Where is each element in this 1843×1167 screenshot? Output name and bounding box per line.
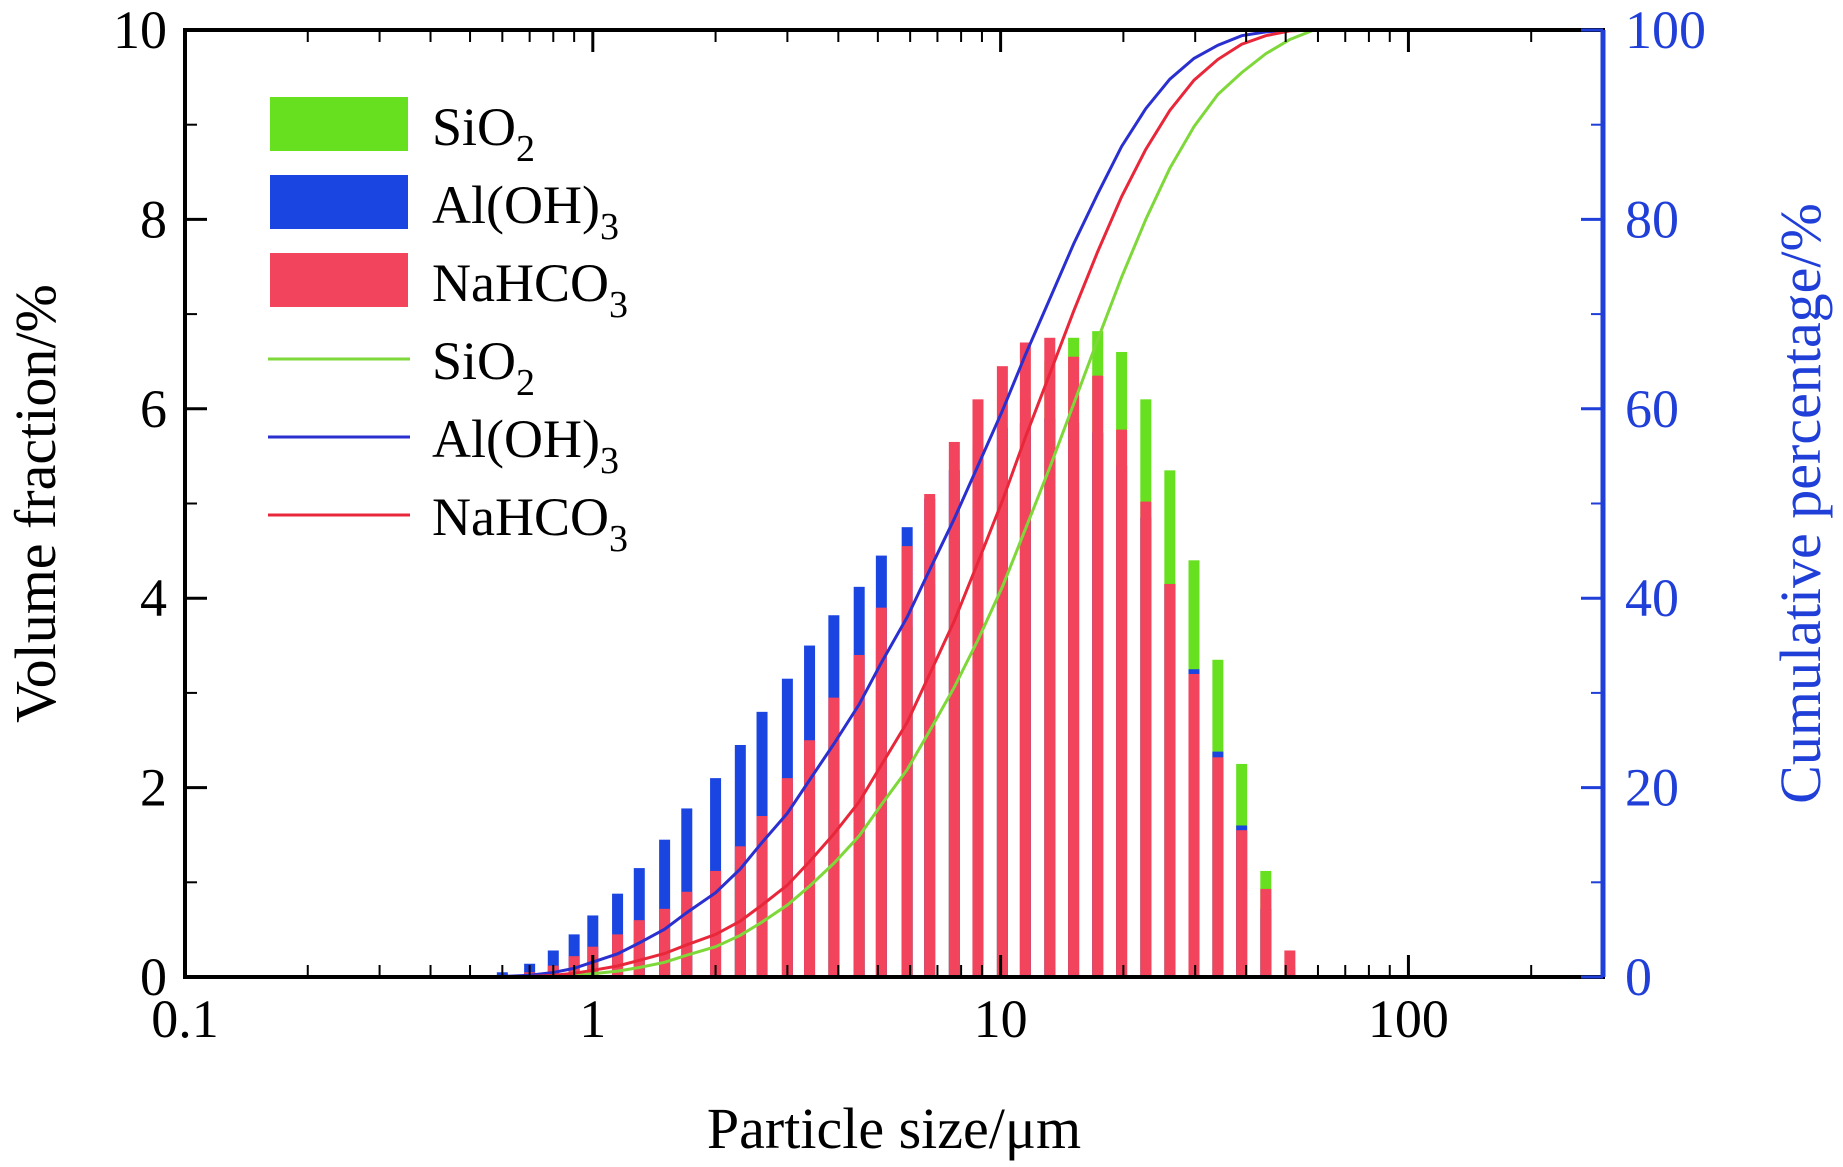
legend-label-subscript: 2 bbox=[516, 128, 535, 170]
bar-nahco-25 bbox=[1092, 375, 1104, 977]
bar-nahco-26 bbox=[1116, 429, 1128, 977]
legend-label-sio-cumulative-line: SiO2 bbox=[432, 331, 535, 404]
legend-label-subscript: 3 bbox=[600, 440, 619, 482]
y2-tick-label-1: 20 bbox=[1625, 758, 1679, 818]
plot-frame bbox=[183, 28, 1605, 979]
bar-nahco-17 bbox=[901, 546, 913, 977]
bar-nahco-13 bbox=[804, 740, 816, 977]
bar-nahco-12 bbox=[781, 778, 793, 977]
right-y-axis-title: Cumulative percentage/% bbox=[1768, 203, 1833, 804]
bar-aloh-4 bbox=[587, 915, 599, 977]
y-tick-label-0: 0 bbox=[140, 947, 167, 1007]
y2-tick-label-2: 40 bbox=[1625, 568, 1679, 628]
y-tick-label-1: 2 bbox=[140, 758, 167, 818]
y-tick-label-5: 10 bbox=[113, 0, 167, 60]
bar-nahco-33 bbox=[1284, 950, 1296, 977]
legend-label-subscript: 2 bbox=[516, 362, 535, 404]
bar-nahco-22 bbox=[1019, 342, 1031, 977]
cumulative-line-nahco bbox=[502, 28, 1603, 979]
legend-label-subscript: 3 bbox=[609, 284, 628, 326]
bar-nahco-18 bbox=[924, 494, 936, 977]
bar-nahco-8 bbox=[681, 891, 693, 977]
legend-swatch-bar-nahco bbox=[270, 253, 408, 307]
x-tick-label-2: 10 bbox=[974, 989, 1028, 1049]
cumulative-line-sio bbox=[502, 28, 1603, 979]
legend-label-aloh-cumulative-line: Al(OH)3 bbox=[432, 409, 619, 482]
bar-layer bbox=[496, 331, 1296, 978]
legend-swatch-bar-sio bbox=[270, 97, 408, 151]
bar-nahco-28 bbox=[1164, 583, 1176, 977]
x-tick-label-0: 0.1 bbox=[151, 989, 219, 1049]
x-axis-title: Particle size/μm bbox=[707, 1096, 1081, 1161]
legend-label-base: Al(OH) bbox=[432, 175, 600, 235]
legend-label-nahco-bar: NaHCO3 bbox=[432, 253, 628, 326]
bar-nahco-7 bbox=[659, 908, 671, 977]
y2-tick-label-3: 60 bbox=[1625, 379, 1679, 439]
bar-nahco-11 bbox=[756, 816, 768, 977]
y2-tick-label-0: 0 bbox=[1625, 947, 1652, 1007]
y-tick-label-4: 8 bbox=[140, 189, 167, 249]
legend-label-nahco-cumulative-line: NaHCO3 bbox=[432, 487, 628, 560]
y-tick-label-2: 4 bbox=[140, 568, 167, 628]
bar-aloh-2 bbox=[547, 950, 559, 977]
bar-nahco-19 bbox=[948, 441, 960, 977]
legend-label-base: NaHCO bbox=[432, 487, 609, 547]
legend-swatch-bar-aloh bbox=[270, 175, 408, 229]
legend-label-base: SiO bbox=[432, 331, 516, 391]
legend-label-base: Al(OH) bbox=[432, 409, 600, 469]
y2-tick-label-5: 100 bbox=[1625, 0, 1706, 60]
bar-nahco-5 bbox=[612, 934, 624, 977]
bar-nahco-10 bbox=[734, 846, 746, 977]
y-tick-label-3: 6 bbox=[140, 379, 167, 439]
y-axis-title: Volume fraction/% bbox=[3, 284, 68, 723]
bar-aloh-7 bbox=[659, 839, 671, 977]
bar-nahco-29 bbox=[1188, 673, 1200, 977]
x-tick-label-3: 100 bbox=[1368, 989, 1449, 1049]
bar-nahco-20 bbox=[972, 399, 984, 978]
bar-nahco-24 bbox=[1068, 356, 1080, 978]
cumulative-line-aloh bbox=[502, 28, 1603, 978]
legend-label-base: SiO bbox=[432, 97, 516, 157]
legend-label-sio-bar: SiO2 bbox=[432, 97, 535, 170]
y2-tick-label-4: 80 bbox=[1625, 189, 1679, 249]
bar-nahco-14 bbox=[828, 697, 840, 977]
bar-nahco-21 bbox=[996, 366, 1008, 977]
bar-nahco-31 bbox=[1236, 830, 1248, 977]
legend-label-subscript: 3 bbox=[600, 206, 619, 248]
bar-nahco-9 bbox=[710, 870, 722, 977]
bar-nahco-23 bbox=[1044, 337, 1056, 977]
bar-nahco-32 bbox=[1260, 888, 1272, 977]
legend-label-aloh-bar: Al(OH)3 bbox=[432, 175, 619, 248]
bar-nahco-15 bbox=[853, 655, 865, 977]
bar-nahco-16 bbox=[875, 607, 887, 977]
bar-nahco-30 bbox=[1212, 757, 1224, 977]
x-tick-label-1: 1 bbox=[579, 989, 606, 1049]
cumulative-line-layer bbox=[502, 28, 1603, 979]
bar-nahco-27 bbox=[1140, 501, 1152, 977]
legend-label-base: NaHCO bbox=[432, 253, 609, 313]
bar-aloh-3 bbox=[568, 934, 580, 977]
legend-label-subscript: 3 bbox=[609, 518, 628, 560]
bar-nahco-6 bbox=[633, 920, 645, 977]
